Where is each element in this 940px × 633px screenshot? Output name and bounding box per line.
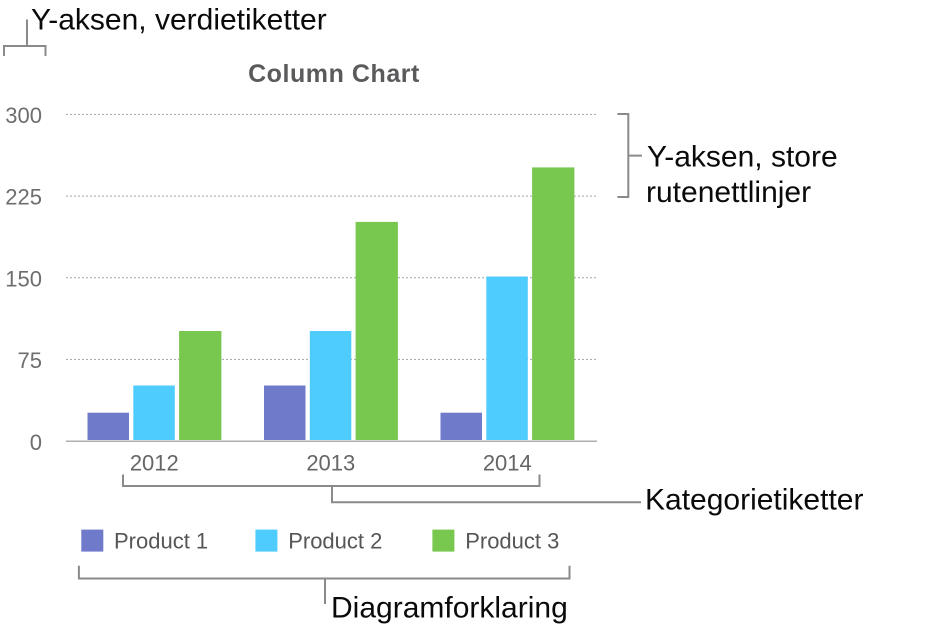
- svg-text:2014: 2014: [483, 450, 532, 475]
- svg-text:Product 2: Product 2: [288, 529, 382, 554]
- svg-text:225: 225: [5, 185, 42, 210]
- svg-text:Product 1: Product 1: [114, 529, 208, 554]
- svg-text:Kategorietiketter: Kategorietiketter: [645, 484, 863, 517]
- svg-text:75: 75: [18, 348, 42, 373]
- svg-text:Column Chart: Column Chart: [248, 60, 420, 88]
- svg-text:2012: 2012: [130, 450, 179, 475]
- svg-text:Diagramforklaring: Diagramforklaring: [331, 592, 568, 625]
- svg-text:2013: 2013: [306, 450, 355, 475]
- svg-text:Y-aksen, verdietiketter: Y-aksen, verdietiketter: [31, 4, 327, 37]
- svg-text:300: 300: [5, 103, 42, 128]
- svg-text:Product 3: Product 3: [465, 529, 559, 554]
- svg-text:rutenettlinjer: rutenettlinjer: [646, 176, 811, 209]
- svg-text:150: 150: [5, 266, 42, 291]
- svg-text:Y-aksen, store: Y-aksen, store: [647, 141, 838, 174]
- svg-text:0: 0: [30, 430, 42, 455]
